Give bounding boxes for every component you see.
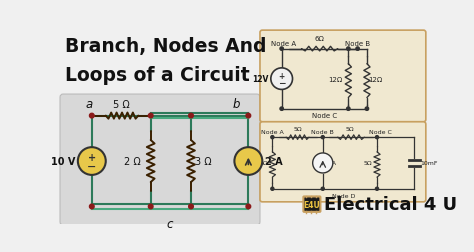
Text: 5Ω: 5Ω xyxy=(364,161,373,166)
Circle shape xyxy=(346,48,350,51)
FancyBboxPatch shape xyxy=(260,31,426,122)
Text: −: − xyxy=(278,79,285,87)
Circle shape xyxy=(271,69,292,90)
Text: 5Ω: 5Ω xyxy=(259,161,268,166)
Circle shape xyxy=(246,204,251,209)
Circle shape xyxy=(78,148,106,175)
Text: 10 V: 10 V xyxy=(51,156,75,166)
Text: Node A: Node A xyxy=(271,40,296,46)
Circle shape xyxy=(280,108,283,111)
Text: a: a xyxy=(86,98,93,111)
Circle shape xyxy=(375,187,379,191)
Text: +: + xyxy=(279,72,285,81)
Text: Node C: Node C xyxy=(312,112,337,118)
FancyBboxPatch shape xyxy=(60,95,260,225)
Circle shape xyxy=(148,114,153,118)
Circle shape xyxy=(90,204,94,209)
Text: 10mF: 10mF xyxy=(420,161,438,166)
Text: 12V: 12V xyxy=(252,75,268,84)
Text: Node D: Node D xyxy=(332,193,355,198)
Text: 12Ω: 12Ω xyxy=(368,76,383,82)
Text: Node A: Node A xyxy=(261,130,284,135)
Text: 5Ω: 5Ω xyxy=(346,127,354,132)
Circle shape xyxy=(321,187,324,191)
Text: 12Ω: 12Ω xyxy=(328,76,343,82)
Circle shape xyxy=(280,48,283,51)
Text: 10A: 10A xyxy=(324,161,336,166)
Text: 5 Ω: 5 Ω xyxy=(113,99,129,109)
Text: Electrical 4 U: Electrical 4 U xyxy=(324,195,456,213)
FancyBboxPatch shape xyxy=(303,197,320,212)
Text: Loops of a Circuit: Loops of a Circuit xyxy=(64,66,249,84)
Circle shape xyxy=(313,153,333,173)
Text: 2 A: 2 A xyxy=(264,156,282,166)
Text: 2 Ω: 2 Ω xyxy=(124,156,141,166)
Text: Node C: Node C xyxy=(369,130,392,135)
Text: Node B: Node B xyxy=(311,130,334,135)
Text: Node B: Node B xyxy=(345,40,370,46)
Text: 3 Ω: 3 Ω xyxy=(195,156,211,166)
Text: E4U: E4U xyxy=(303,200,320,209)
Text: c: c xyxy=(167,217,173,230)
Text: +: + xyxy=(88,152,96,162)
Circle shape xyxy=(271,136,274,139)
Text: 6Ω: 6Ω xyxy=(315,36,325,42)
Text: 5Ω: 5Ω xyxy=(293,127,302,132)
Circle shape xyxy=(235,148,262,175)
Circle shape xyxy=(189,114,193,118)
Circle shape xyxy=(271,187,274,191)
Circle shape xyxy=(375,136,379,139)
Circle shape xyxy=(346,108,350,111)
Text: −: − xyxy=(87,161,97,171)
Circle shape xyxy=(365,108,369,111)
FancyBboxPatch shape xyxy=(260,122,426,202)
Circle shape xyxy=(246,114,251,118)
Circle shape xyxy=(90,114,94,118)
Circle shape xyxy=(148,204,153,209)
Circle shape xyxy=(356,48,359,51)
Text: b: b xyxy=(233,98,240,111)
Circle shape xyxy=(189,204,193,209)
Text: Branch, Nodes And: Branch, Nodes And xyxy=(64,36,266,55)
Circle shape xyxy=(321,136,324,139)
